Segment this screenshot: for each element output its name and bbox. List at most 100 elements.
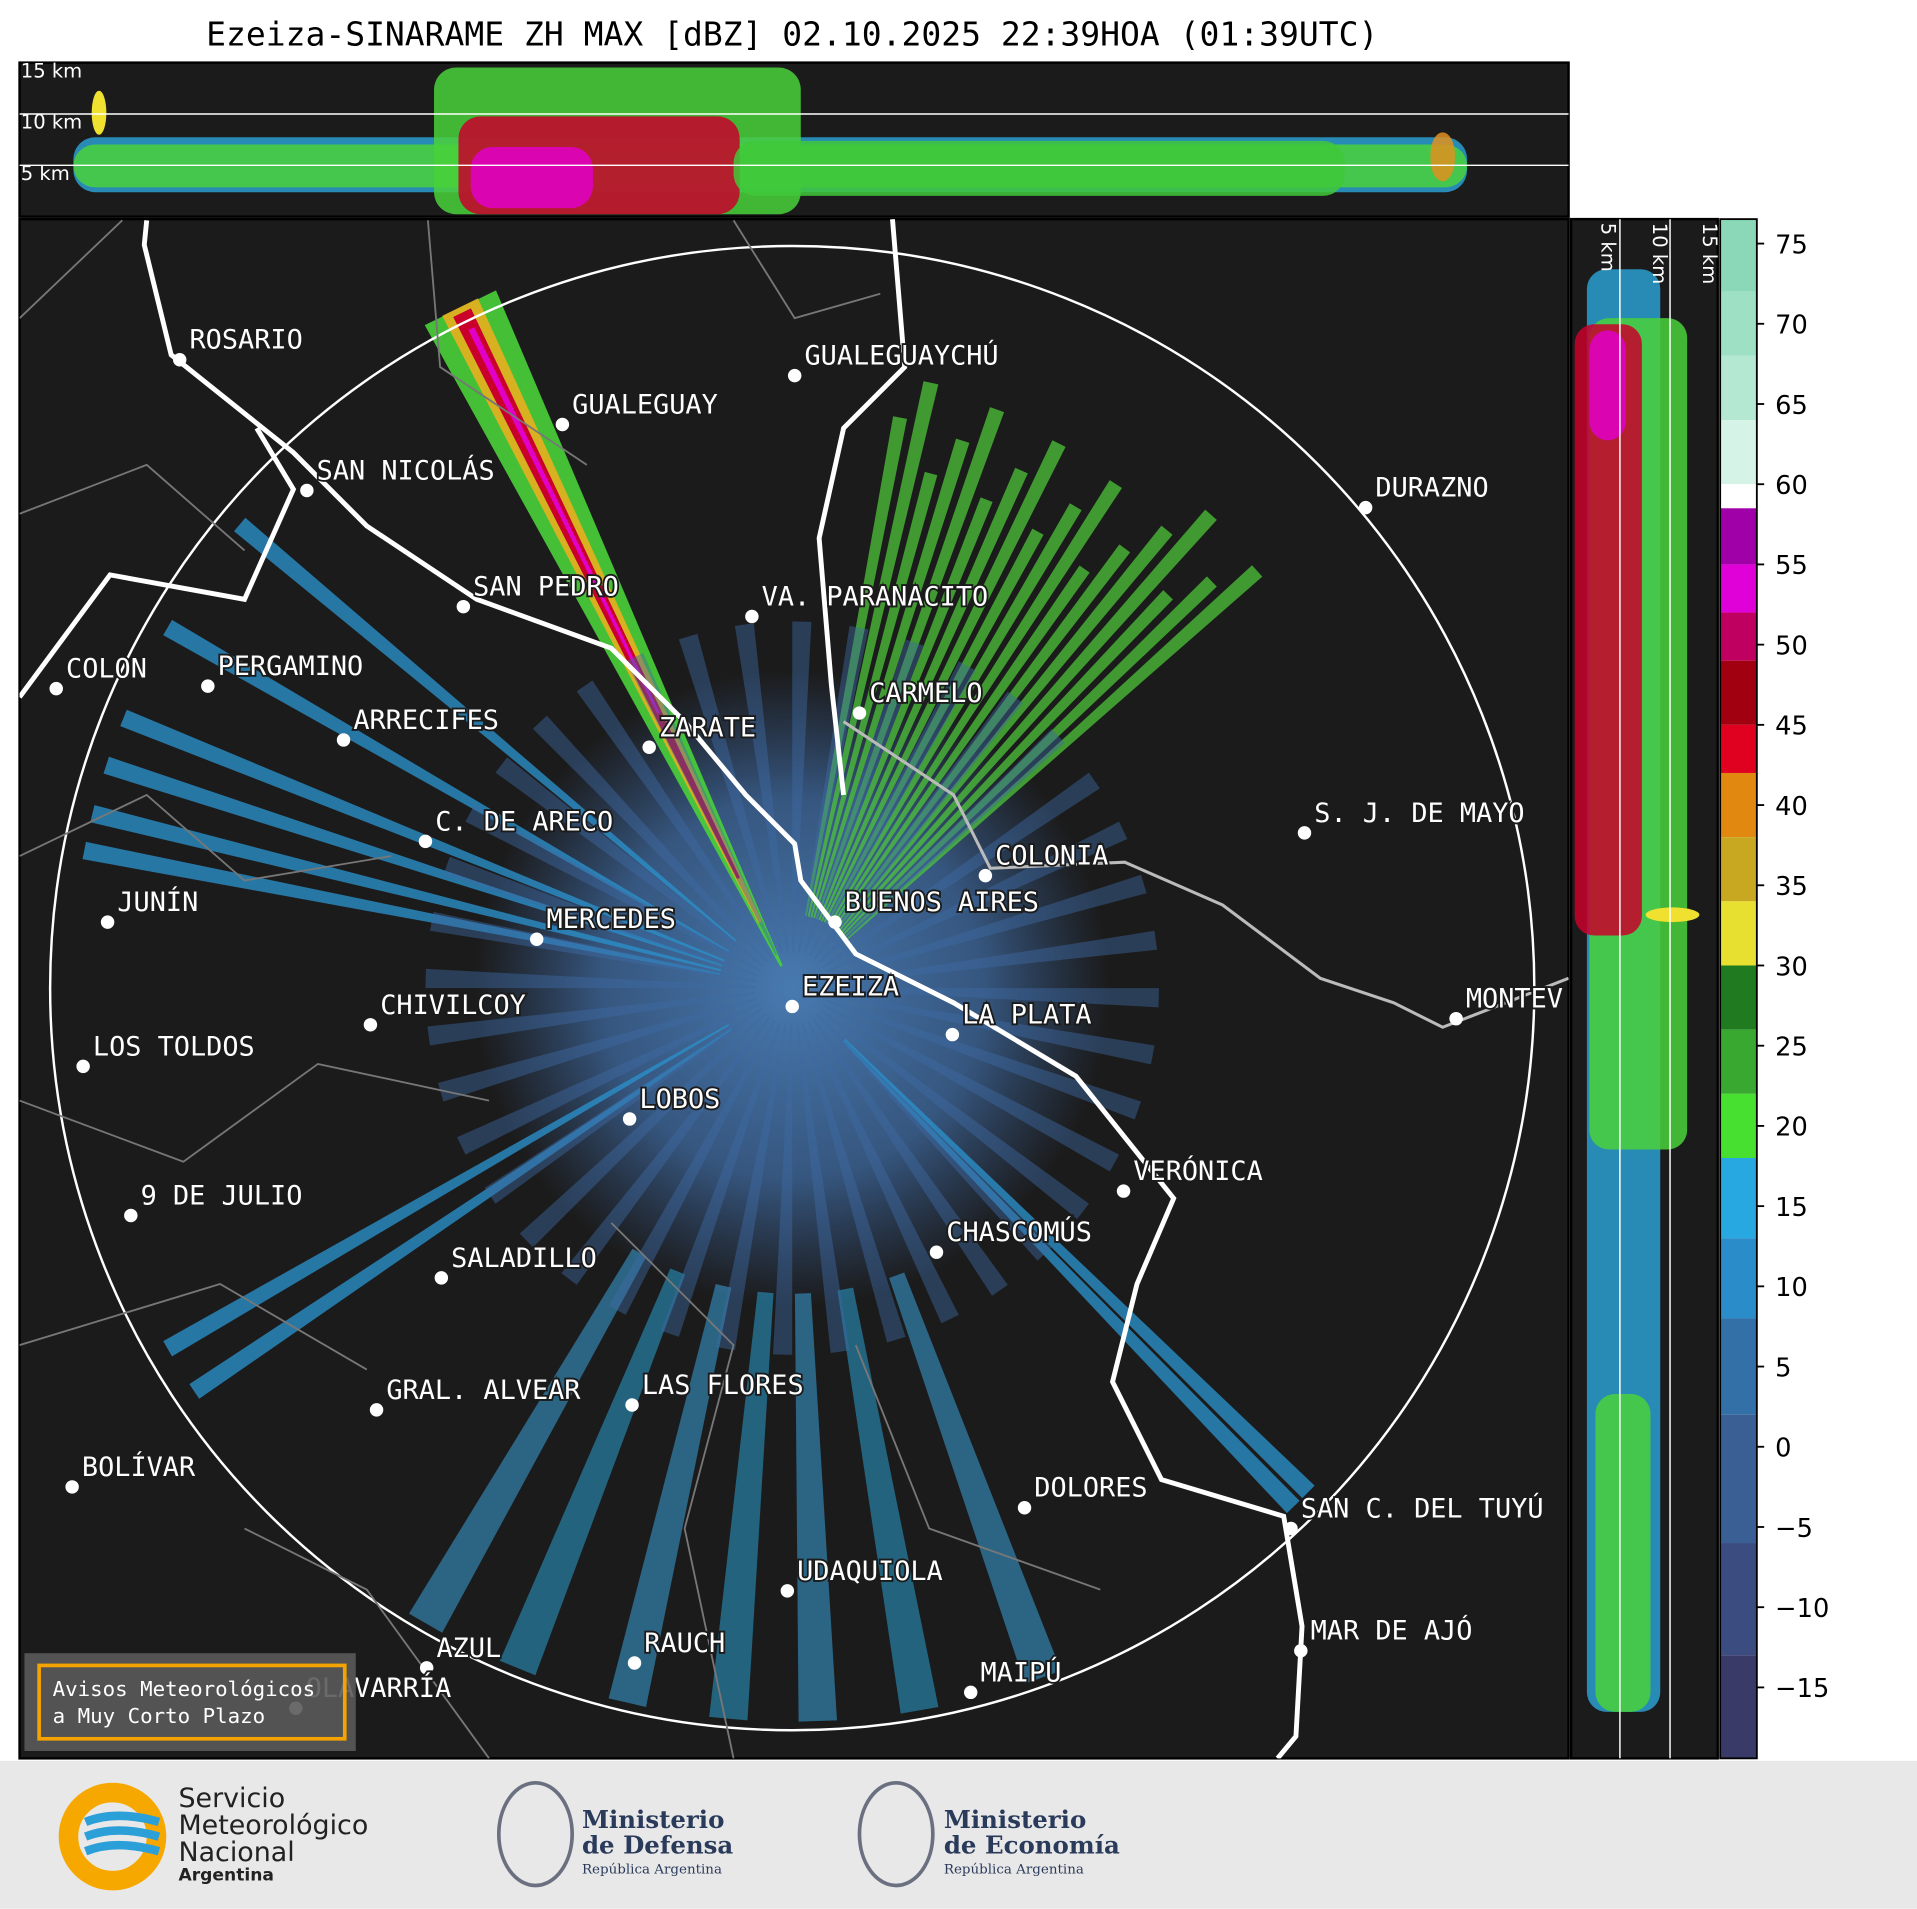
echo-wedge [828,503,1082,926]
city-label: GRAL. ALVEAR [386,1375,581,1406]
city-dot [622,1112,637,1126]
city-label: VA. PARANACITO [762,581,989,612]
colorbar-band [1720,1158,1757,1239]
city-dot [555,417,570,432]
city-dot [456,599,471,614]
echo-wedge [457,1003,760,1155]
echo-wedge [608,1283,732,1707]
city-label: PERGAMINO [218,651,364,682]
coat-of-arms [496,1780,574,1888]
echo-wedge [234,517,737,942]
height-label: 5 km [1597,223,1620,272]
echo-wedge [427,991,757,1046]
echo-wedge [484,1008,763,1204]
city-label: CARMELO [869,678,982,709]
city-label: SAN PEDRO [473,572,619,603]
city-label: AZUL [436,1633,501,1664]
height-label: 5 km [21,162,70,185]
city-label: ROSARIO [189,325,302,356]
section-echo [1589,330,1627,441]
colorbar-band [1720,420,1757,485]
colorbar-tick-label: 45 [1775,712,1808,742]
city-dot [124,1208,138,1223]
city-dot [785,999,799,1014]
echo-wedge [576,680,773,959]
map-layer: ROSARIO GUALEGUAYCHÚ GUALEGUAY SAN NICOLÁS D… [19,219,1569,1759]
city-label: ARRECIFES [353,705,499,736]
echo-wedge [625,653,778,956]
city-label: EZEIZA [802,971,899,1002]
top-section-echoes: 15 km 10 km 5 km [19,63,1569,215]
city-dot [529,932,544,946]
echo-wedge [801,1022,906,1343]
echo-wedge [532,715,768,963]
echo-wedge [826,528,1044,924]
colorbar-band [1720,612,1757,661]
city-dot [76,1059,90,1074]
colorbar-band [1720,1414,1757,1544]
echo-wedge [807,1020,959,1324]
echo-wedge [826,999,1142,1120]
echo-wedge [821,467,1028,922]
echo-wedge [453,308,741,879]
echo-wedge [499,1268,686,1676]
echo-wedge [709,1291,774,1721]
echo-wedge [835,544,1131,931]
city-label: MAR DE AJÓ [1311,1615,1473,1647]
colorbar-tick-label: −15 [1775,1674,1829,1704]
city-dot [627,1656,642,1670]
city-dot [642,740,656,754]
range-ring [48,244,1536,1732]
city-label: CHIVILCOY [380,990,526,1021]
echo-wedge [821,772,1100,969]
city-dot [369,1403,384,1417]
city-label: VERÓNICA [1133,1155,1262,1187]
echo-wedge [816,1014,1052,1261]
city-dot [828,915,842,929]
city-dot [1358,500,1373,515]
colorbar-tick-label: 15 [1775,1193,1808,1223]
logo-text: de Economía [944,1831,1120,1860]
city-label: DOLORES [1034,1473,1147,1504]
section-echo [733,140,1345,196]
section-echo [91,90,107,135]
section-echo [1574,324,1642,936]
city-label: SALADILLO [451,1243,597,1274]
echo-wedge [468,327,660,714]
echo-wedge [82,841,721,976]
echo-wedge [833,565,1090,929]
echo-wedge [828,993,1155,1065]
echo-wedge [437,997,758,1102]
echo-wedge [813,691,1024,960]
city-dot [201,679,215,693]
colorbar-band [1720,564,1757,613]
city-label: SAN NICOLÁS [317,455,495,487]
colorbar-band [1720,1543,1757,1656]
city-label: S. J. DE MAYO [1314,798,1524,829]
colorbar-tick-label: 70 [1775,311,1808,341]
colorbar-tick-label: 60 [1775,471,1808,501]
echo-wedge [842,590,1173,936]
echo-wedge [734,623,789,952]
city-dot [1449,1011,1463,1026]
city-dot [363,1018,378,1032]
colorbar-tick-label: 0 [1775,1434,1791,1464]
echo-wedge [828,930,1158,985]
section-echo [1645,907,1700,923]
province-borders [19,219,1101,1759]
city-label: LA PLATA [962,1000,1091,1031]
colorbar-band [1720,772,1757,838]
logo-text: Ministerio [944,1805,1086,1834]
notice-background [24,1653,356,1752]
city-label: LAS FLORES [642,1370,804,1401]
echo-wedge [813,438,970,919]
echo-wedge [443,856,758,977]
echo-wedge [163,619,730,953]
echo-wedge [715,1023,787,1351]
city-label: ZARATE [659,712,756,743]
colorbar-tick-label: 40 [1775,792,1808,822]
uruguay-coast [842,720,1569,1029]
city-dot [1116,1184,1131,1198]
economia-logo: Ministerio de Economía República Argenti… [857,1780,1120,1888]
city-dot [780,1584,795,1598]
